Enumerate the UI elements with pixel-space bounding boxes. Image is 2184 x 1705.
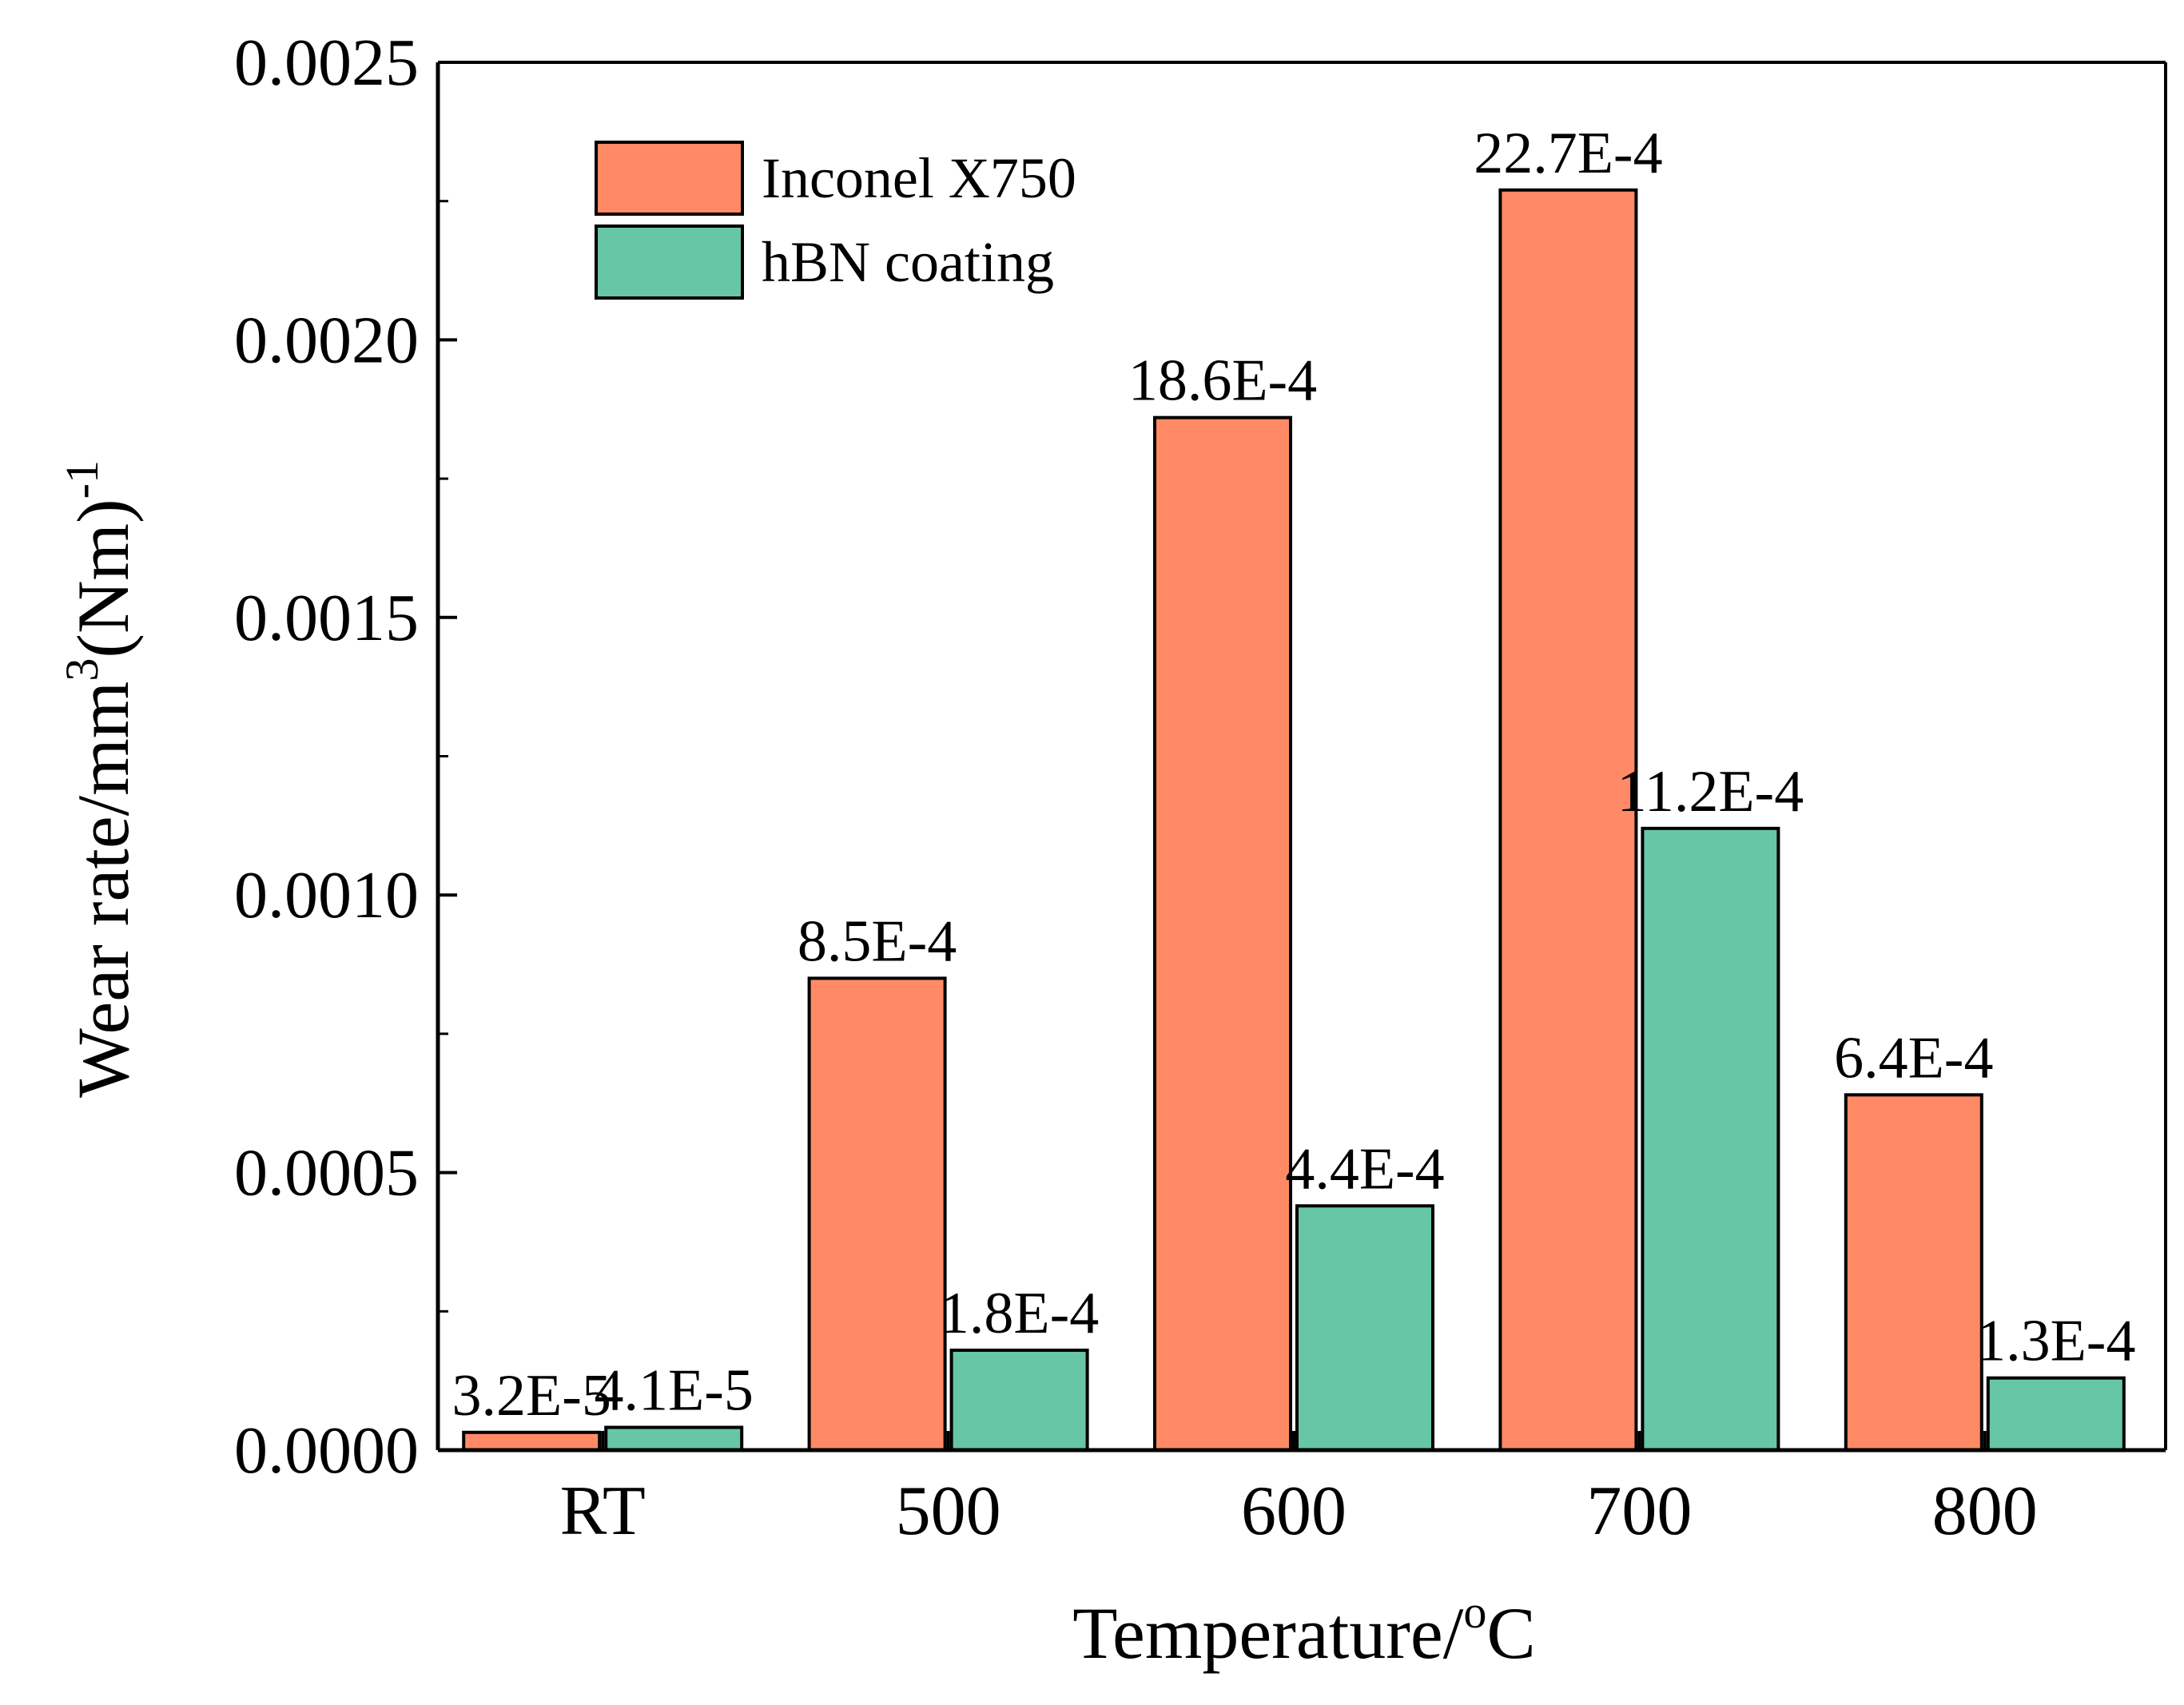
data-label-inconel-RT: 3.2E-5 bbox=[452, 1363, 611, 1429]
bar-hbn-500 bbox=[949, 1348, 1089, 1453]
axes-group: 0.0000 0.0005 0.0010 0.0015 0.0020 0.0025 RT 50… bbox=[234, 26, 2166, 1550]
data-label-hbn-700: 11.2E-4 bbox=[1617, 759, 1804, 825]
data-label-inconel-800: 6.4E-4 bbox=[1834, 1025, 1993, 1091]
data-label-hbn-800: 1.3E-4 bbox=[1976, 1309, 2135, 1374]
x-axis-title: Temperature/oC bbox=[1072, 1586, 1535, 1674]
legend: Inconel X750 hBN coating bbox=[595, 141, 1076, 300]
y-tick-label: 0.0010 bbox=[234, 858, 419, 932]
bar-hbn-800 bbox=[1986, 1376, 2126, 1453]
y-tick-label: 0.0015 bbox=[234, 581, 419, 655]
bar-inconel-500 bbox=[807, 976, 947, 1453]
bar-hbn-RT bbox=[604, 1425, 744, 1452]
legend-label-hbn: hBN coating bbox=[762, 230, 1054, 294]
data-label-inconel-500: 8.5E-4 bbox=[798, 908, 957, 974]
bars-group bbox=[462, 188, 2126, 1453]
data-label-hbn-RT: 4.1E-5 bbox=[595, 1358, 754, 1424]
bar-inconel-800 bbox=[1844, 1093, 1983, 1452]
x-tick-label-800: 800 bbox=[1932, 1472, 2038, 1550]
bar-hbn-700 bbox=[1641, 826, 1780, 1452]
data-label-inconel-600: 18.6E-4 bbox=[1128, 348, 1317, 414]
x-tick-label-RT: RT bbox=[560, 1472, 646, 1550]
legend-swatch-inconel bbox=[595, 141, 744, 216]
data-label-hbn-600: 4.4E-4 bbox=[1285, 1136, 1444, 1202]
data-label-inconel-700: 22.7E-4 bbox=[1474, 121, 1662, 186]
x-tick-label-500: 500 bbox=[896, 1472, 1001, 1550]
data-labels-group: 3.2E-5 8.5E-4 18.6E-4 22.7E-4 6.4E-4 4.1E-5 1.… bbox=[452, 121, 2136, 1429]
y-tick-label: 0.0020 bbox=[234, 303, 419, 377]
y-tick-label: 0.0000 bbox=[234, 1413, 419, 1488]
plot-frame bbox=[438, 61, 2167, 1450]
legend-label-inconel: Inconel X750 bbox=[762, 146, 1076, 210]
bar-inconel-700 bbox=[1498, 188, 1638, 1453]
bar-inconel-600 bbox=[1153, 415, 1292, 1452]
bar-hbn-600 bbox=[1295, 1204, 1434, 1452]
x-tick-label-700: 700 bbox=[1586, 1472, 1692, 1550]
y-tick-label: 0.0005 bbox=[234, 1136, 419, 1210]
legend-swatch-hbn bbox=[595, 225, 744, 300]
bar-inconel-RT bbox=[462, 1430, 602, 1452]
y-axis-title: Wear rate/mm3(Nm)-1 bbox=[56, 460, 144, 1098]
y-tick-label: 0.0025 bbox=[234, 26, 419, 100]
data-label-hbn-500: 1.8E-4 bbox=[940, 1281, 1099, 1346]
x-tick-label-600: 600 bbox=[1241, 1472, 1347, 1550]
